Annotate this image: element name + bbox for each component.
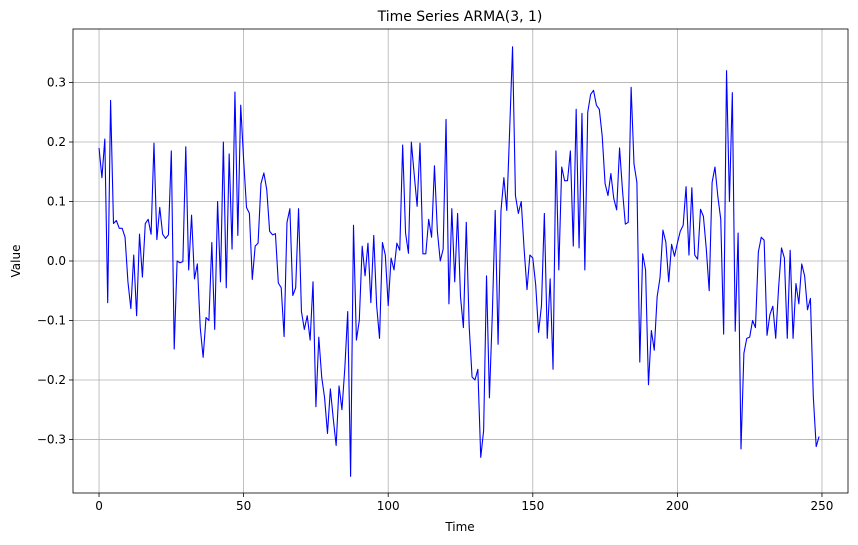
- x-tick-label: 250: [811, 499, 834, 513]
- chart-title: Time Series ARMA(3, 1): [377, 9, 543, 25]
- y-tick-label: 0.3: [47, 76, 66, 90]
- y-tick-label: −0.1: [37, 313, 66, 327]
- y-tick-label: 0.0: [47, 254, 66, 268]
- x-tick-label: 50: [236, 499, 251, 513]
- y-tick-label: −0.2: [37, 373, 66, 387]
- x-axis-label: Time: [444, 520, 474, 534]
- x-tick-label: 100: [377, 499, 400, 513]
- axis-ticks: 0 50 100 150 200 250 −0.3 −0.2 −0.1 0.0 0.1 0.2 0.3: [37, 76, 834, 513]
- x-tick-label: 150: [521, 499, 544, 513]
- series-layer: [98, 46, 820, 477]
- grid: [73, 29, 848, 493]
- y-tick-label: −0.3: [37, 432, 66, 446]
- x-tick-label: 200: [666, 499, 689, 513]
- y-tick-label: 0.1: [47, 195, 66, 209]
- y-tick-label: 0.2: [47, 135, 66, 149]
- x-tick-label: 0: [95, 499, 103, 513]
- y-axis-label: Value: [9, 245, 23, 278]
- series-line: [98, 46, 820, 477]
